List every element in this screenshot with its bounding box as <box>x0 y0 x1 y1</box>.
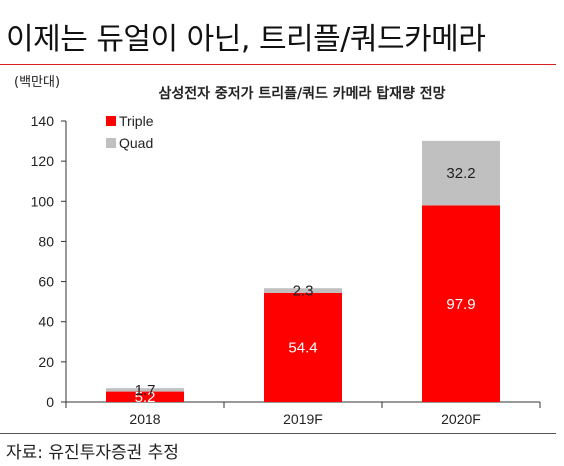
chart-bars: 5.21.7 54.4 2.3 97.9 32.2 <box>106 140 500 406</box>
headline-divider <box>0 64 556 65</box>
stacked-bar-chart: (백만대) 삼성전자 중저가 트리플/쿼드 카메라 탑재량 전망 0 20 40 60… <box>14 75 541 427</box>
y-tick-label: 40 <box>38 314 54 330</box>
data-label-triple: 97.9 <box>446 296 475 313</box>
bar-triple-2020f <box>422 205 500 402</box>
y-tick-label: 140 <box>31 113 55 129</box>
y-tick-label: 20 <box>38 354 54 370</box>
data-label-quad: 32.2 <box>446 165 475 182</box>
x-category-label: 2020F <box>441 411 481 427</box>
data-label-triple: 5.2 <box>135 389 156 406</box>
legend-swatch-triple <box>106 116 116 126</box>
y-tick-label: 0 <box>46 394 54 410</box>
legend-label-triple: Triple <box>119 113 154 129</box>
y-tick-label: 120 <box>31 153 55 169</box>
bar-quad-2019f <box>264 288 342 293</box>
legend-label-quad: Quad <box>119 135 153 151</box>
y-tick-label: 100 <box>31 193 55 209</box>
data-label-quad: 1.7 <box>135 382 156 399</box>
bar-quad-2018 <box>106 388 184 392</box>
data-label-quad: 2.3 <box>293 283 314 300</box>
x-category-label: 2018 <box>129 411 160 427</box>
y-tick-label: 60 <box>38 274 54 290</box>
legend-swatch-quad <box>106 138 116 148</box>
bar-triple-2018 <box>106 391 184 402</box>
y-unit-label: (백만대) <box>14 75 60 90</box>
page-headline: 이제는 듀얼이 아닌, 트리플/쿼드카메라 <box>6 22 486 57</box>
bar-quad-2020f <box>422 140 500 206</box>
y-tick-label: 80 <box>38 233 54 249</box>
chart-title: 삼성전자 중저가 트리플/쿼드 카메라 탑재량 전망 <box>158 85 445 102</box>
source-note: 자료: 유진투자증권 추정 <box>6 443 179 463</box>
source-divider <box>0 433 556 434</box>
chart-legend: Triple Quad <box>106 113 154 151</box>
bar-triple-2019f <box>264 292 342 402</box>
data-label-triple: 54.4 <box>288 339 317 356</box>
x-category-label: 2019F <box>283 411 323 427</box>
chart-axes: 0 20 40 60 80 100 120 140 2018 2019F 2020F <box>31 113 541 427</box>
